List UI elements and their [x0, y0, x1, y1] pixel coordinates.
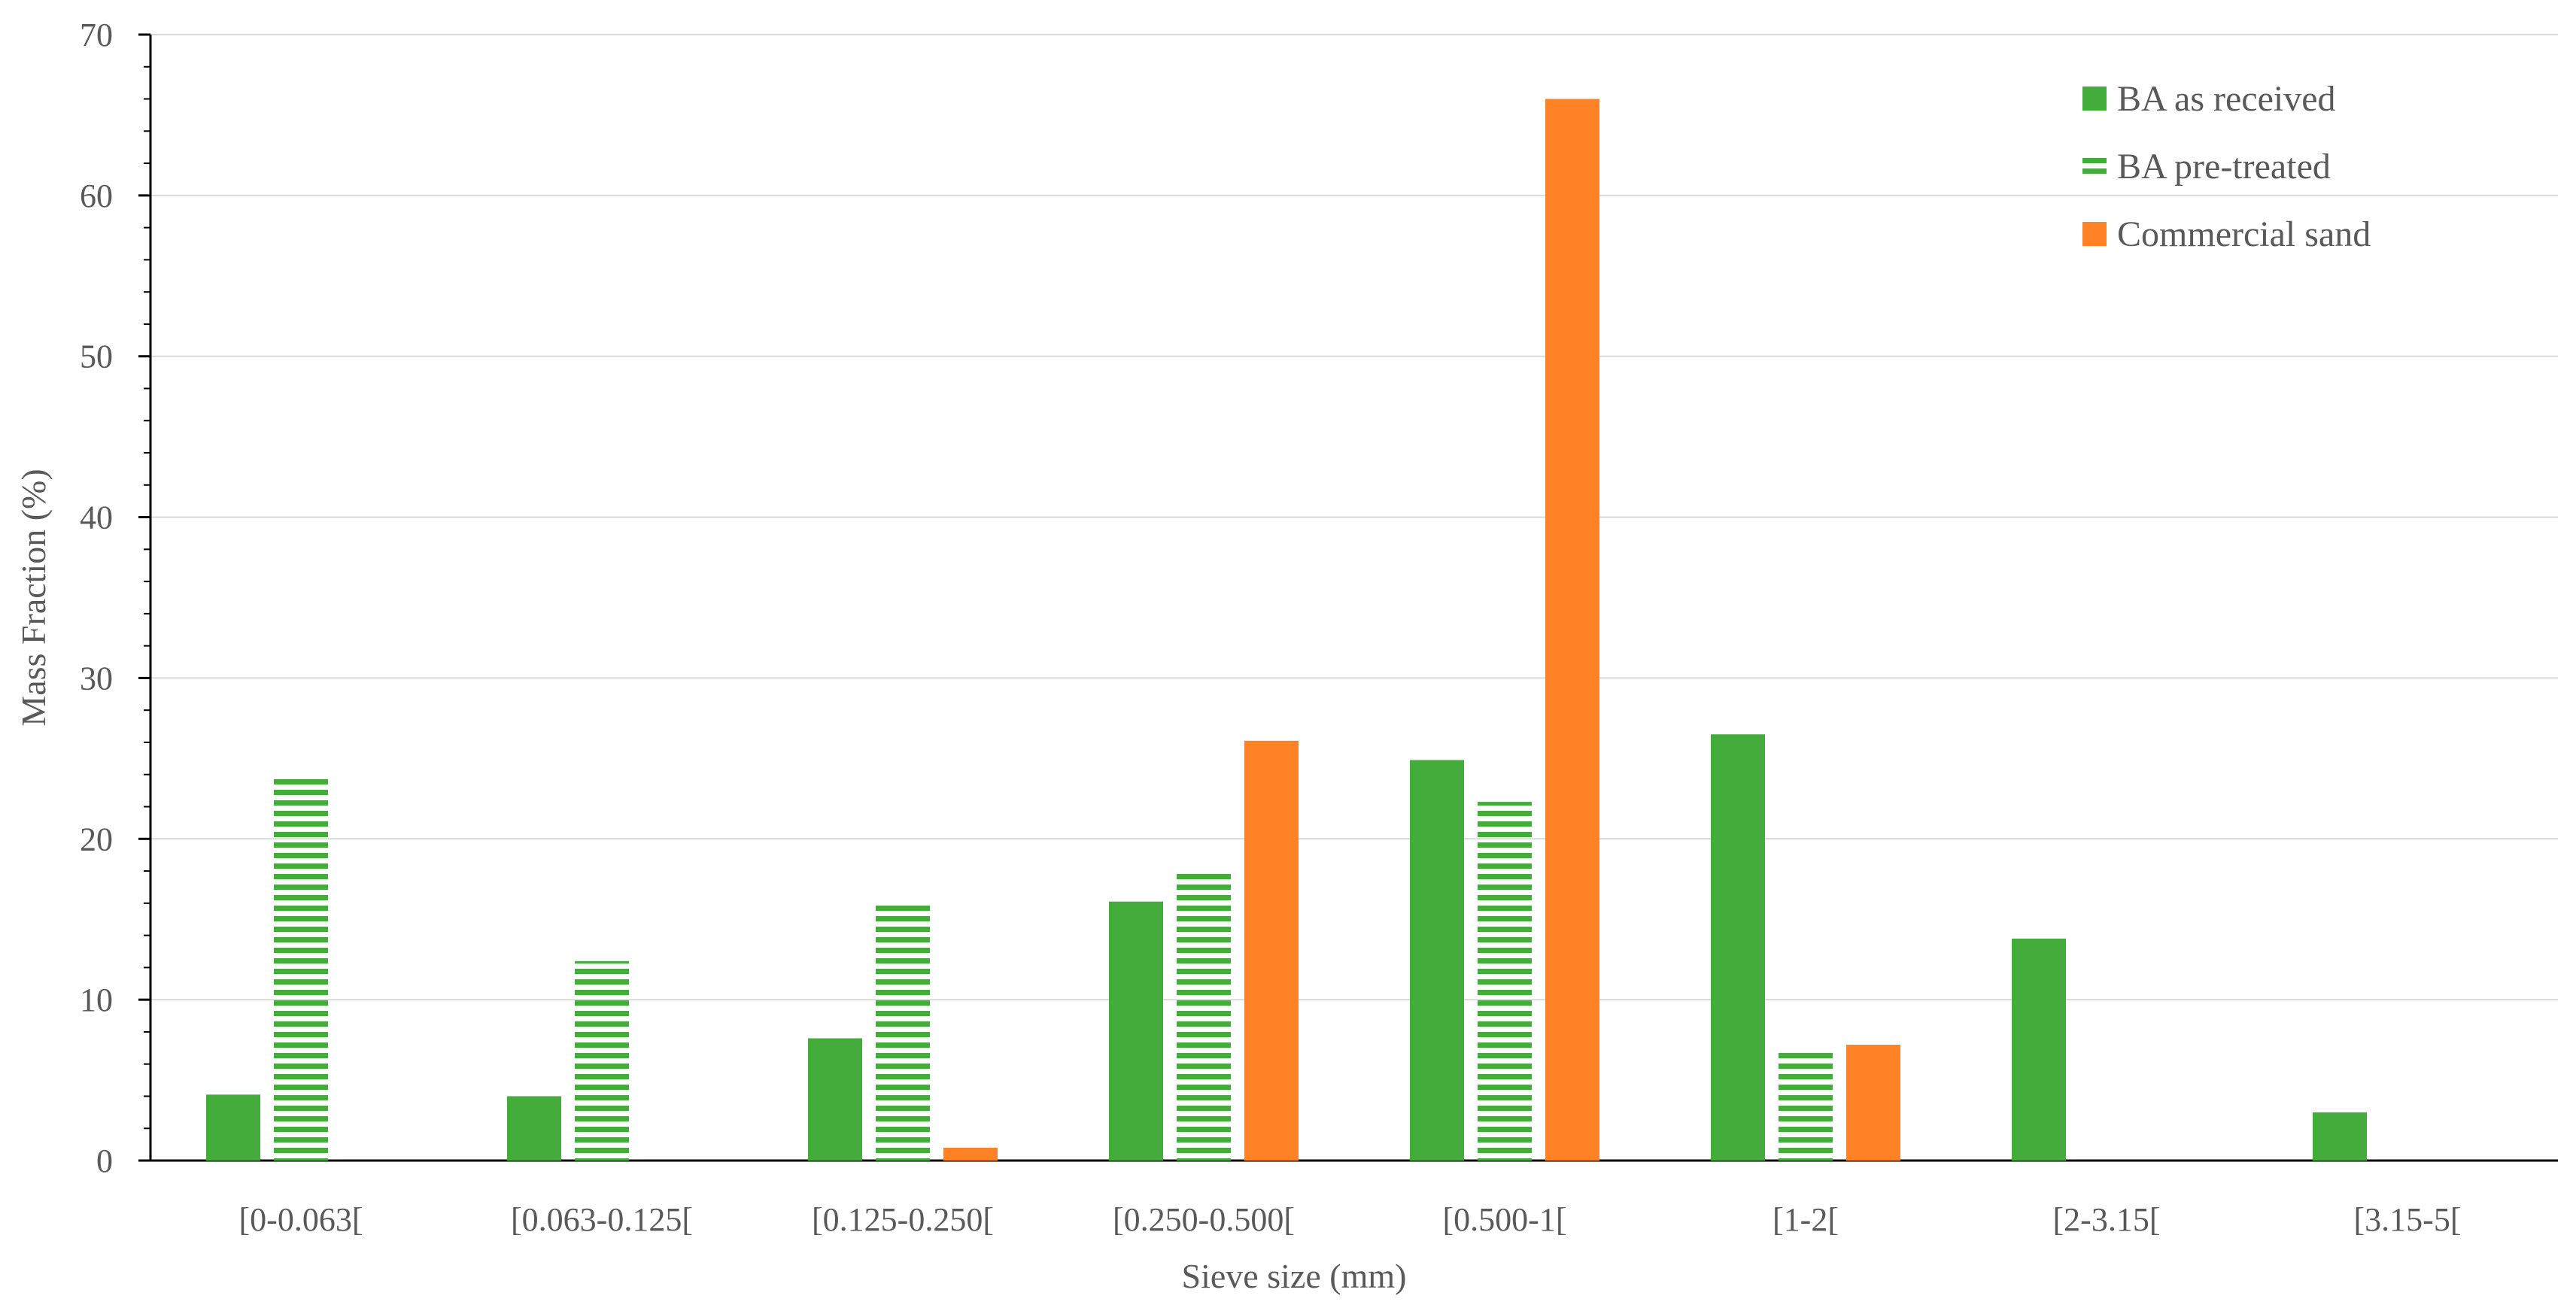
x-tick-label: [1-2[	[1773, 1201, 1839, 1238]
bar-ba-pre-treated	[274, 774, 328, 1161]
bar-ba-pre-treated	[1177, 872, 1231, 1161]
legend-label: BA as received	[2117, 79, 2336, 119]
x-tick-label: [3.15-5[	[2354, 1201, 2462, 1238]
bar-commercial-sand	[1244, 740, 1299, 1161]
y-tick-label: 70	[80, 17, 113, 53]
legend-label: BA pre-treated	[2117, 147, 2331, 187]
bar-ba-pre-treated	[575, 960, 629, 1161]
tick-labels: 0 10 20 30 40 50 60 70 [0-0.063[ [0.063-0.125[ [0.…	[80, 17, 2461, 1238]
legend: BA as received BA pre-treated Commercial s…	[2082, 79, 2371, 254]
axes	[138, 33, 2558, 1162]
x-tick-label: [2-3.15[	[2053, 1201, 2161, 1238]
y-tick-label: 50	[80, 338, 113, 375]
x-tick-label: [0.250-0.500[	[1113, 1201, 1295, 1238]
x-axis-title: Sieve size (mm)	[1182, 1257, 1407, 1295]
bar-ba-as-received	[2012, 938, 2066, 1161]
gridlines	[150, 34, 2558, 1001]
bar-ba-as-received	[1410, 760, 1464, 1161]
x-tick-label: [0.500-1[	[1443, 1201, 1567, 1238]
legend-label: Commercial sand	[2117, 214, 2371, 254]
y-tick-label: 30	[80, 660, 113, 696]
bar-ba-as-received	[1711, 734, 1765, 1161]
bar-ba-as-received	[1109, 901, 1163, 1161]
bar-commercial-sand	[1846, 1045, 1900, 1161]
legend-swatch	[2082, 222, 2107, 246]
y-tick-label: 20	[80, 821, 113, 857]
bar-commercial-sand	[943, 1147, 998, 1161]
bar-ba-as-received	[507, 1096, 561, 1161]
x-tick-label: [0-0.063[	[239, 1201, 363, 1238]
bar-ba-pre-treated	[876, 901, 930, 1161]
x-tick-label: [0.125-0.250[	[812, 1201, 994, 1238]
bar-ba-as-received	[206, 1094, 260, 1161]
y-tick-label: 60	[80, 178, 113, 214]
y-tick-label: 0	[96, 1143, 113, 1179]
bars	[206, 99, 2367, 1161]
legend-swatch	[2082, 154, 2107, 178]
bar-ba-as-received	[808, 1038, 862, 1161]
y-tick-label: 10	[80, 982, 113, 1018]
y-axis-title: Mass Fraction (%)	[14, 469, 53, 726]
bar-ba-as-received	[2313, 1112, 2367, 1161]
bar-ba-pre-treated	[1478, 802, 1532, 1161]
bar-ba-pre-treated	[1779, 1052, 1833, 1161]
x-tick-label: [0.063-0.125[	[511, 1201, 693, 1238]
bar-commercial-sand	[1545, 99, 1599, 1161]
y-tick-label: 40	[80, 499, 113, 536]
legend-swatch	[2082, 86, 2107, 111]
